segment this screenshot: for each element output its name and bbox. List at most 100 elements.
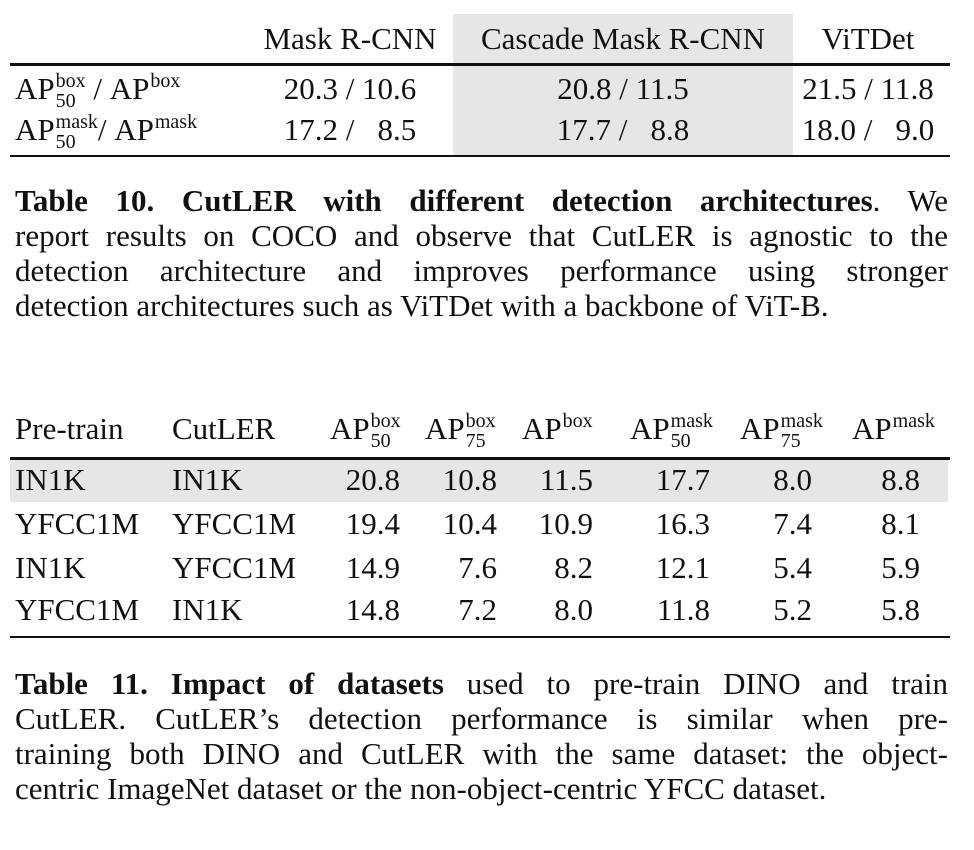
header-mask-rcnn: Mask R-CNN [263, 21, 437, 56]
table-11-caption: Table 11. Impact of datasets used to pre… [15, 666, 948, 806]
header-base: AP [852, 411, 892, 446]
header-base: AP [330, 411, 370, 446]
caption-line: detection architectures such as ViTDet w… [15, 288, 829, 323]
metric-cell: 7.4 [773, 506, 812, 541]
header-base: CutLER [172, 411, 276, 446]
metric-cell: 5.9 [881, 550, 920, 585]
metric-cell: 8.0 [773, 462, 812, 497]
metric-cell: 14.9 [345, 550, 400, 585]
metric-cell: 5.8 [881, 592, 920, 627]
cell: 21.5 / 11.8 [802, 71, 934, 106]
header-sub: 75 [780, 430, 801, 452]
table-10-caption: Table 10. CutLER with different detectio… [15, 183, 948, 323]
metric-cell: 5.2 [773, 592, 812, 627]
metric-cell: 10.4 [442, 506, 497, 541]
ap-sup: box [55, 70, 86, 92]
dataset-cell: IN1K [15, 462, 86, 497]
header-sup: box [562, 410, 593, 432]
bottom-rule [10, 155, 950, 157]
ap-base: AP [109, 71, 150, 106]
ap-base: AP [114, 112, 154, 147]
metric-cell: 12.1 [655, 550, 710, 585]
column-header: AP mask 50 [630, 410, 713, 452]
caption-line: detection architecture and improves perf… [15, 253, 948, 288]
header-base: Pre-train [15, 411, 124, 446]
header-vitdet: ViTDet [821, 21, 915, 56]
top-rule [10, 63, 950, 66]
caption-line: centric ImageNet dataset or the non-obje… [15, 771, 827, 806]
ap-sup: mask [55, 111, 98, 133]
caption-line: report results on COCO and observe that … [15, 218, 948, 253]
dataset-cell: IN1K [172, 592, 243, 627]
cell: 20.3 / 10.6 [283, 71, 417, 106]
column-header: AP box 75 [425, 410, 496, 452]
row-label-mask: AP mask 50/ AP mask [15, 111, 198, 153]
caption-line: training both DINO and CutLER with the s… [15, 736, 948, 771]
ap-sub: 50 [55, 90, 76, 112]
metric-cell: 10.9 [538, 506, 593, 541]
header-sup: mask [670, 410, 713, 432]
header-base: AP [522, 411, 562, 446]
column-header: AP box 50 [330, 410, 401, 452]
caption-label: Table 10. [15, 183, 155, 218]
cell: 17.7 / 8.8 [556, 112, 690, 147]
cell: 20.8 / 11.5 [557, 71, 689, 106]
metric-cell: 7.2 [458, 592, 497, 627]
metric-cell: 11.8 [656, 592, 710, 627]
metric-cell: 7.6 [458, 550, 497, 585]
dataset-cell: IN1K [172, 462, 243, 497]
header-sub: 75 [465, 430, 486, 452]
sep: / [85, 71, 110, 106]
ap-base: AP [15, 112, 55, 147]
dataset-cell: YFCC1M [172, 506, 297, 541]
caption-title: Impact of datasets [170, 666, 444, 701]
highlight-column-cascade [453, 14, 793, 156]
ap-base: AP [15, 71, 55, 106]
cell: 17.2 / 8.5 [283, 112, 417, 147]
metric-cell: 19.4 [345, 506, 400, 541]
metric-cell: 11.5 [539, 462, 593, 497]
metric-cell: 8.2 [554, 550, 593, 585]
ap-sup: box [150, 70, 181, 92]
header-sup: box [370, 410, 401, 432]
column-header: Pre-train [15, 412, 123, 446]
metric-cell: 16.3 [655, 506, 710, 541]
metric-cell: 14.8 [345, 592, 400, 627]
caption-line: CutLER. CutLER’s detection performance i… [15, 701, 948, 736]
metric-cell: 10.8 [442, 462, 497, 497]
metric-cell: 20.8 [345, 462, 400, 497]
bottom-rule [10, 636, 950, 638]
highlight-row-in1k [10, 460, 948, 502]
header-sup: mask [892, 410, 935, 432]
cell: 18.0 / 9.0 [801, 112, 935, 147]
ap-sub: 50 [55, 131, 76, 153]
ap-sup: mask [154, 111, 198, 133]
metric-cell: 8.1 [881, 506, 920, 541]
header-base: AP [630, 411, 670, 446]
dataset-cell: YFCC1M [15, 592, 140, 627]
header-sub: 50 [670, 430, 691, 452]
header-sup: mask [780, 410, 823, 432]
metric-cell: 5.4 [773, 550, 812, 585]
dataset-cell: YFCC1M [15, 506, 140, 541]
column-header: AP mask [852, 410, 935, 446]
header-sub: 50 [370, 430, 391, 452]
header-sup: box [465, 410, 496, 432]
caption-line: . We [872, 183, 948, 218]
header-cascade-mask-rcnn: Cascade Mask R-CNN [480, 21, 766, 56]
caption-line: used to pre-train DINO and train [443, 666, 949, 701]
caption-label: Table 11. [15, 666, 148, 701]
sep: / [97, 112, 115, 147]
dataset-cell: IN1K [15, 550, 86, 585]
dataset-cell: YFCC1M [172, 550, 297, 585]
column-header: AP mask 75 [740, 410, 823, 452]
metric-cell: 8.8 [881, 462, 920, 497]
column-header: AP box [522, 410, 593, 446]
top-rule [10, 457, 950, 460]
caption-title: CutLER with different detection architec… [181, 183, 873, 218]
row-label-box: AP box 50 / AP box [15, 70, 181, 112]
metric-cell: 8.0 [554, 592, 593, 627]
header-base: AP [740, 411, 780, 446]
column-header: CutLER [172, 412, 275, 446]
metric-cell: 17.7 [655, 462, 710, 497]
